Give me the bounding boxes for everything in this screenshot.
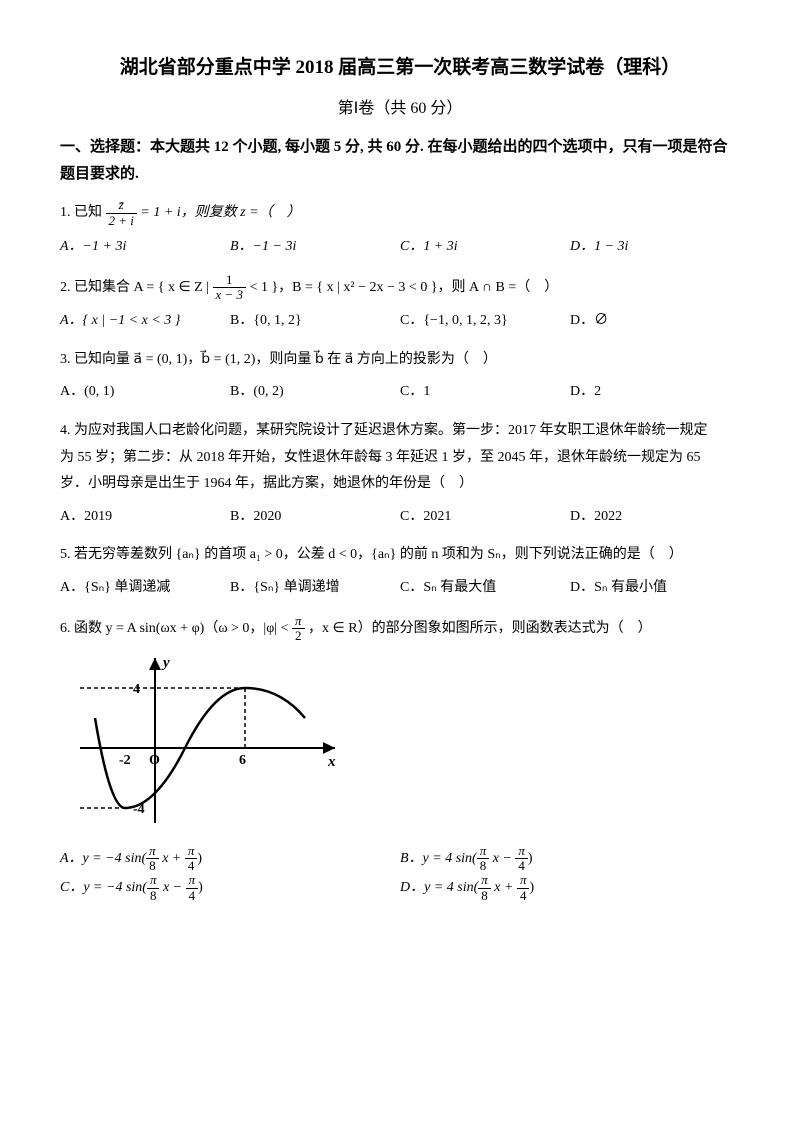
q3-stem: 3. 已知向量 a⃗ = (0, 1)，b⃗ = (1, 2)，则向量 b⃗ 在… <box>60 352 497 367</box>
q3-opt-c: C．1 <box>400 379 570 406</box>
q6-opt-b: B．y = 4 sin(π8 x − π4) <box>400 844 740 874</box>
q5-opt-b: B．{Sₙ} 单调递增 <box>230 575 400 602</box>
section-1-heading: 一、选择题：本大题共 12 个小题, 每小题 5 分, 共 60 分. 在每小题… <box>60 134 740 188</box>
q2-stem-a: 2. 已知集合 A = { x ∈ Z | <box>60 280 213 295</box>
q4-opt-b: B．2020 <box>230 504 400 531</box>
q5-options: A．{Sₙ} 单调递减 B．{Sₙ} 单调递增 C．Sₙ 有最大值 D．Sₙ 有… <box>60 575 740 602</box>
exam-title: 湖北省部分重点中学 2018 届高三第一次联考高三数学试卷（理科） <box>60 50 740 86</box>
q1-stem-suffix: = 1 + i，则复数 z =（ ） <box>140 206 300 221</box>
q2-stem-b: < 1 }，B = { x | x² − 2x − 3 < 0 }，则 A ∩ … <box>250 280 559 295</box>
q5-opt-d: D．Sₙ 有最小值 <box>570 575 740 602</box>
question-3: 3. 已知向量 a⃗ = (0, 1)，b⃗ = (1, 2)，则向量 b⃗ 在… <box>60 347 740 406</box>
q2-opt-a: A．{ x | −1 < x < 3 } <box>60 308 230 335</box>
q1-opt-a: A．−1 + 3i <box>60 234 230 261</box>
q1-opt-c: C．1 + 3i <box>400 234 570 261</box>
svg-text:-2: -2 <box>119 753 131 768</box>
q6-stem-a: 6. 函数 y = A sin(ωx + φ)（ω > 0，|φ| < <box>60 621 292 636</box>
q3-opt-a: A．(0, 1) <box>60 379 230 406</box>
q4-opt-c: C．2021 <box>400 504 570 531</box>
q4-opt-d: D．2022 <box>570 504 740 531</box>
sine-chart-svg: y x -2 O 6 4 -4 <box>80 653 340 823</box>
question-4: 4. 为应对我国人口老龄化问题，某研究院设计了延迟退休方案。第一步：2017 年… <box>60 418 740 530</box>
q2-opt-c: C．{−1, 0, 1, 2, 3} <box>400 308 570 335</box>
q6-opt-a: A．y = −4 sin(π8 x + π4) <box>60 844 400 874</box>
svg-text:O: O <box>149 753 160 768</box>
q4-opt-a: A．2019 <box>60 504 230 531</box>
question-1: 1. 已知 z̄ 2 + i = 1 + i，则复数 z =（ ） A．−1 +… <box>60 198 740 260</box>
q2-options: A．{ x | −1 < x < 3 } B．{0, 1, 2} C．{−1, … <box>60 308 740 335</box>
question-2: 2. 已知集合 A = { x ∈ Z | 1 x − 3 < 1 }，B = … <box>60 273 740 335</box>
sine-chart: y x -2 O 6 4 -4 <box>80 653 740 834</box>
q2-opt-d: D．∅ <box>570 308 740 335</box>
q4-line2: 为 55 岁；第二步：从 2018 年开始，女性退休年龄每 3 年延迟 1 岁，… <box>60 445 740 472</box>
q4-line1: 4. 为应对我国人口老龄化问题，某研究院设计了延迟退休方案。第一步：2017 年… <box>60 418 740 445</box>
q1-opt-d: D．1 − 3i <box>570 234 740 261</box>
q4-line3: 岁．小明母亲是出生于 1964 年，据此方案，她退休的年份是（ ） <box>60 471 740 498</box>
q5-opt-a: A．{Sₙ} 单调递减 <box>60 575 230 602</box>
svg-text:y: y <box>161 655 170 671</box>
q4-options: A．2019 B．2020 C．2021 D．2022 <box>60 504 740 531</box>
exam-subtitle: 第Ⅰ卷（共 60 分） <box>60 94 740 124</box>
q3-options: A．(0, 1) B．(0, 2) C．1 D．2 <box>60 379 740 406</box>
svg-text:4: 4 <box>133 682 140 697</box>
question-5: 5. 若无穷等差数列 {aₙ} 的首项 a₁ > 0，公差 d < 0，{aₙ}… <box>60 542 740 601</box>
q6-fraction: π 2 <box>292 614 305 644</box>
svg-text:-4: -4 <box>133 802 145 817</box>
q1-options: A．−1 + 3i B．−1 − 3i C．1 + 3i D．1 − 3i <box>60 234 740 261</box>
q3-opt-b: B．(0, 2) <box>230 379 400 406</box>
q5-opt-c: C．Sₙ 有最大值 <box>400 575 570 602</box>
q6-options: A．y = −4 sin(π8 x + π4) B．y = 4 sin(π8 x… <box>60 844 740 903</box>
svg-text:x: x <box>327 754 336 770</box>
svg-text:6: 6 <box>239 753 246 768</box>
q3-opt-d: D．2 <box>570 379 740 406</box>
question-6: 6. 函数 y = A sin(ωx + φ)（ω > 0，|φ| < π 2 … <box>60 614 740 903</box>
q2-opt-b: B．{0, 1, 2} <box>230 308 400 335</box>
q6-opt-c: C．y = −4 sin(π8 x − π4) <box>60 873 400 903</box>
q2-fraction: 1 x − 3 <box>213 273 247 303</box>
q1-opt-b: B．−1 − 3i <box>230 234 400 261</box>
q1-stem-prefix: 1. 已知 <box>60 206 106 221</box>
q1-fraction: z̄ 2 + i <box>106 198 137 228</box>
q6-stem-b: ，x ∈ R）的部分图象如图所示，则函数表达式为（ ） <box>308 621 652 636</box>
q6-opt-d: D．y = 4 sin(π8 x + π4) <box>400 873 740 903</box>
q5-stem: 5. 若无穷等差数列 {aₙ} 的首项 a₁ > 0，公差 d < 0，{aₙ}… <box>60 547 683 562</box>
